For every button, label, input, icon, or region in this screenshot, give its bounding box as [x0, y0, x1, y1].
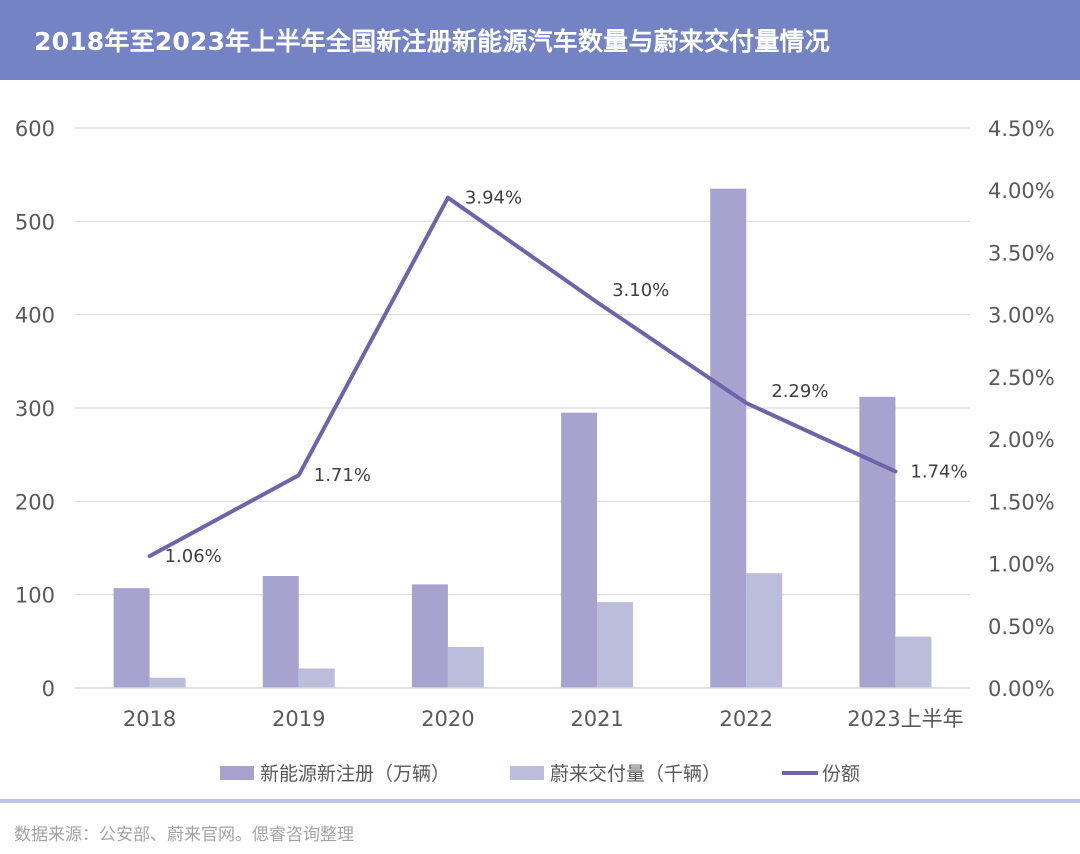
share-data-label: 3.94%	[465, 188, 522, 209]
legend-swatch	[220, 766, 254, 780]
y-right-tick-label: 4.50%	[988, 117, 1055, 141]
y-left-tick-label: 0	[42, 677, 55, 701]
bar-registrations	[113, 588, 150, 688]
x-tick-label: 2020	[421, 707, 474, 731]
y-right-tick-label: 1.50%	[988, 490, 1055, 514]
x-tick-label: 2019	[272, 707, 325, 731]
y-left-tick-label: 300	[15, 397, 55, 421]
y-right-tick-label: 3.00%	[988, 304, 1055, 328]
bar-registrations	[859, 396, 896, 688]
y-right-tick-label: 2.50%	[988, 366, 1055, 390]
share-data-label: 3.10%	[612, 280, 669, 301]
bar-nio-deliveries	[597, 602, 634, 688]
bar-nio-deliveries	[149, 677, 186, 688]
legend-label: 蔚来交付量（千辆）	[550, 763, 721, 785]
share-data-label: 2.29%	[771, 381, 828, 402]
x-tick-label: 2022	[720, 707, 773, 731]
y-right-tick-label: 4.00%	[988, 179, 1055, 203]
title-bar: 2018年至2023年上半年全国新注册新能源汽车数量与蔚来交付量情况	[0, 0, 1080, 80]
y-left-tick-label: 500	[15, 210, 55, 234]
y-right-tick-label: 3.50%	[988, 241, 1055, 265]
x-tick-label: 2018	[123, 707, 176, 731]
x-tick-label: 2023上半年	[847, 707, 963, 731]
share-data-label: 1.74%	[910, 461, 967, 482]
bar-registrations	[710, 188, 747, 688]
y-left-tick-label: 200	[15, 490, 55, 514]
y-right-tick-label: 2.00%	[988, 428, 1055, 452]
bottom-divider	[0, 799, 1080, 803]
bar-nio-deliveries	[895, 636, 932, 688]
x-tick-label: 2021	[570, 707, 623, 731]
y-right-tick-label: 0.00%	[988, 677, 1055, 701]
source-note: 数据来源：公安部、蔚来官网。偲睿咨询整理	[14, 825, 354, 845]
legend-swatch	[510, 766, 544, 780]
y-left-tick-label: 600	[15, 117, 55, 141]
bar-registrations	[262, 576, 299, 688]
y-left-tick-label: 400	[15, 304, 55, 328]
chart-svg: 0 100 200 300 400 500 600 0.00% 0.50% 1.00% 1.50% 2…	[15, 117, 1055, 785]
bar-nio-deliveries	[298, 668, 335, 688]
share-data-label: 1.71%	[314, 465, 371, 486]
bar-nio-deliveries	[746, 573, 783, 688]
legend-label: 新能源新注册（万辆）	[260, 763, 450, 785]
share-line	[147, 195, 898, 559]
y-left-tick-label: 100	[15, 584, 55, 608]
bar-registrations	[561, 412, 598, 688]
chart-title: 2018年至2023年上半年全国新注册新能源汽车数量与蔚来交付量情况	[34, 27, 830, 56]
legend-label: 份额	[822, 763, 860, 785]
bar-registrations	[411, 584, 448, 688]
bar-nio-deliveries	[447, 646, 484, 688]
y-right-tick-label: 1.00%	[988, 553, 1055, 577]
share-data-label: 1.06%	[165, 546, 222, 567]
y-right-tick-label: 0.50%	[988, 615, 1055, 639]
